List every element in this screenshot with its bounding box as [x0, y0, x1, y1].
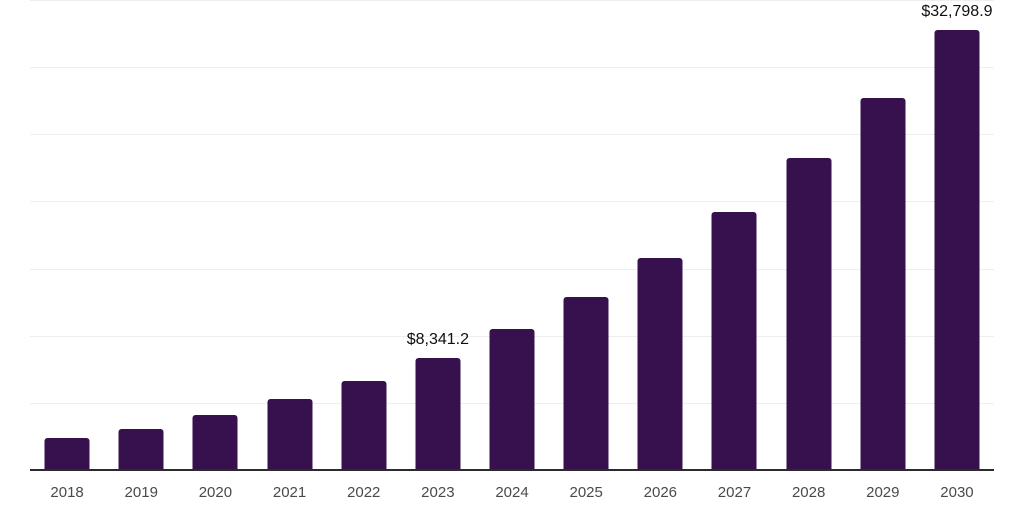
bar-band-2030: $32,798.9 [920, 0, 994, 470]
x-axis-tick-labels: 2018 2019 2020 2021 2022 2023 2024 2025 2026 2027… [30, 471, 994, 512]
x-tick-2024: 2024 [495, 484, 529, 501]
x-tick-2030: 2030 [940, 484, 974, 501]
x-tick-2022: 2022 [347, 484, 381, 501]
bar-2020 [192, 415, 238, 470]
bar-2018 [44, 438, 90, 470]
data-label-2030: $32,798.9 [921, 2, 993, 20]
bar-2029 [860, 98, 906, 470]
bar-band-2027 [697, 0, 771, 470]
bar-series: $8,341.2 $32,798.9 [30, 0, 994, 470]
x-tick-2018: 2018 [50, 484, 84, 501]
bar-2027 [711, 211, 757, 470]
x-tick-2028: 2028 [791, 484, 826, 501]
bar-band-2019 [104, 0, 178, 470]
bar-2025 [563, 296, 609, 470]
gridline-20000 [30, 201, 994, 203]
bar-band-2018 [30, 0, 104, 470]
x-tick-2025: 2025 [569, 484, 603, 501]
bar-2024 [489, 328, 535, 470]
bar-band-2024 [475, 0, 549, 470]
bar-band-2025 [549, 0, 623, 470]
bar-band-2026 [623, 0, 697, 470]
bar-band-2028 [772, 0, 846, 470]
bar-2021 [267, 398, 313, 470]
bar-band-2021 [252, 0, 326, 470]
plot-area: $8,341.2 $32,798.9 [30, 0, 994, 471]
gridline-35000 [30, 0, 994, 1]
x-tick-2023: 2023 [421, 484, 455, 501]
x-tick-2021: 2021 [272, 484, 307, 501]
bar-2030 [934, 29, 980, 470]
bar-2023 [415, 358, 461, 470]
data-label-2023: $8,341.2 [406, 331, 469, 348]
bar-band-2029 [846, 0, 920, 470]
x-tick-2019: 2019 [124, 484, 158, 501]
bar-band-2020 [178, 0, 252, 470]
x-axis-line [30, 469, 994, 471]
x-tick-2026: 2026 [643, 484, 678, 501]
bar-2019 [118, 428, 164, 470]
gridline-25000 [30, 134, 994, 136]
bar-band-2023: $8,341.2 [401, 0, 475, 470]
bar-2028 [786, 158, 832, 470]
x-tick-2027: 2027 [717, 484, 752, 501]
bar-2026 [637, 257, 683, 470]
gridline-30000 [30, 67, 994, 69]
x-tick-2020: 2020 [198, 484, 233, 501]
bar-2022 [341, 381, 387, 470]
bar-band-2022 [327, 0, 401, 470]
gridline-15000 [30, 268, 994, 270]
x-tick-2029: 2029 [866, 484, 900, 501]
